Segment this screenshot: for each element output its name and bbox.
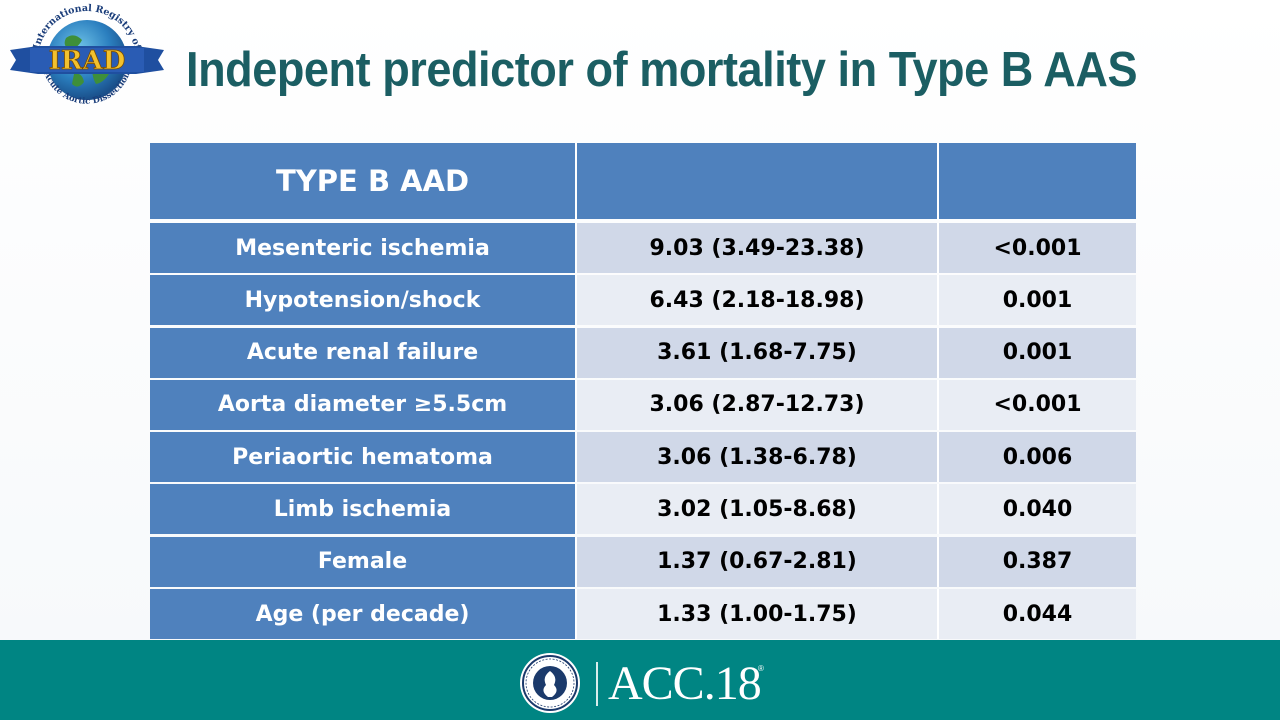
predictor-table: TYPE B AAD Mesenteric ischemia 9.03 (3.49… (150, 143, 1136, 641)
cell-or-ci: 6.43 (2.18-18.98) (577, 275, 939, 326)
cell-p-value: <0.001 (939, 223, 1136, 273)
cell-p-value: 0.006 (939, 432, 1136, 483)
cell-predictor: Limb ischemia (150, 484, 577, 535)
table-row: Mesenteric ischemia 9.03 (3.49-23.38) <0.0… (150, 223, 1136, 273)
cell-predictor: Age (per decade) (150, 589, 577, 640)
cell-predictor: Acute renal failure (150, 327, 577, 378)
cell-or-ci: 1.37 (0.67-2.81) (577, 536, 939, 587)
cell-p-value: 0.044 (939, 589, 1136, 640)
cell-p-value: 0.387 (939, 536, 1136, 587)
table-row: Aorta diameter ≥5.5cm 3.06 (2.87-12.73) <0… (150, 379, 1136, 430)
table-row: Female 1.37 (0.67-2.81) 0.387 (150, 536, 1136, 587)
cell-predictor: Mesenteric ischemia (150, 223, 577, 273)
irad-logo: International Registry of Acute Aortic D… (10, 3, 164, 107)
footer-bar (0, 640, 1280, 720)
slide-title: Indepent predictor of mortality in Type … (186, 43, 1138, 97)
cell-p-value: 0.001 (939, 327, 1136, 378)
logo-wordmark: IRAD (49, 46, 126, 76)
cell-predictor: Female (150, 536, 577, 587)
cell-or-ci: 3.02 (1.05-8.68) (577, 484, 939, 535)
table-row: Limb ischemia 3.02 (1.05-8.68) 0.040 (150, 484, 1136, 535)
table-row: Periaortic hematoma 3.06 (1.38-6.78) 0.006 (150, 432, 1136, 483)
header-cell-p-value (939, 143, 1136, 219)
cell-p-value: 0.040 (939, 484, 1136, 535)
cell-predictor: Periaortic hematoma (150, 432, 577, 483)
cell-predictor: Aorta diameter ≥5.5cm (150, 379, 577, 430)
acc-trademark: ® (758, 664, 764, 673)
table-row: Age (per decade) 1.33 (1.00-1.75) 0.044 (150, 589, 1136, 640)
cell-or-ci: 3.06 (1.38-6.78) (577, 432, 939, 483)
table-row: Acute renal failure 3.61 (1.68-7.75) 0.001 (150, 327, 1136, 378)
cell-predictor: Hypotension/shock (150, 275, 577, 326)
acc-seal-logo (520, 653, 580, 713)
header-cell-or-ci (577, 143, 939, 219)
header-cell-predictor: TYPE B AAD (150, 143, 577, 219)
table-row: Hypotension/shock 6.43 (2.18-18.98) 0.001 (150, 275, 1136, 326)
cell-p-value: 0.001 (939, 275, 1136, 326)
cell-or-ci: 1.33 (1.00-1.75) (577, 589, 939, 640)
cell-or-ci: 3.06 (2.87-12.73) (577, 379, 939, 430)
footer-divider (596, 662, 598, 706)
cell-or-ci: 3.61 (1.68-7.75) (577, 327, 939, 378)
acc-brand-text: ACC.18 (608, 657, 762, 710)
cell-or-ci: 9.03 (3.49-23.38) (577, 223, 939, 273)
table-header-row: TYPE B AAD (150, 143, 1136, 219)
cell-p-value: <0.001 (939, 379, 1136, 430)
